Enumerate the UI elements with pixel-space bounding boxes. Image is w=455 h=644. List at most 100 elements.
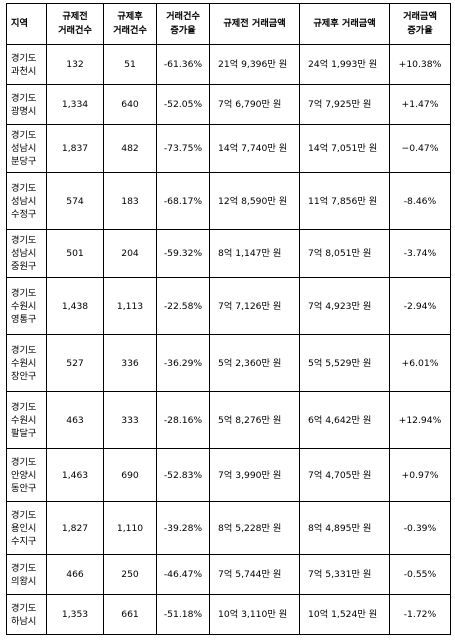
before-amount-cell: 7억 3,990만 원 bbox=[209, 448, 300, 502]
table-body: 경기도 과천시 132 51 -61.36% 21억 9,396만 원 24억 1,993만… bbox=[6, 44, 451, 635]
count-rate-cell: -36.29% bbox=[156, 334, 210, 392]
count-rate-cell: -39.28% bbox=[156, 501, 210, 555]
after-count-cell: 183 bbox=[103, 172, 157, 230]
after-count-cell: 482 bbox=[103, 124, 157, 173]
before-amount-cell: 8억 1,147만 원 bbox=[209, 229, 300, 278]
region-text-line: 팔달구 bbox=[11, 427, 37, 439]
header-text-line: 지역 bbox=[11, 18, 28, 29]
count-rate-cell: -28.16% bbox=[156, 391, 210, 449]
region-text-line: 하남시 bbox=[11, 615, 37, 627]
region-text-line: 경기도 bbox=[11, 52, 37, 64]
after-amount-cell: 7억 7,925만 원 bbox=[299, 84, 390, 125]
region-text-line: 경기도 bbox=[11, 344, 37, 356]
after-amount-cell: 14억 7,051만 원 bbox=[299, 124, 390, 173]
before-amount-cell: 10억 3,110만 원 bbox=[209, 594, 300, 635]
region-text-line: 분당구 bbox=[11, 156, 37, 167]
before-amount-cell: 5억 2,360만 원 bbox=[209, 334, 300, 392]
table-row: 경기도 성남시 분당구 1,837 482 -73.75% 14억 7,740만 원 14억 … bbox=[6, 124, 451, 173]
region-cell: 경기도 의왕시 bbox=[6, 554, 47, 595]
header-after-amount: 규제후 거래금액 bbox=[299, 3, 390, 45]
region-text-line: 성남시 bbox=[11, 248, 37, 259]
header-text-line: 거래건수 bbox=[166, 11, 200, 22]
before-amount-cell: 7억 7,126만 원 bbox=[209, 277, 300, 335]
before-amount-cell: 21억 9,396만 원 bbox=[209, 44, 300, 85]
after-amount-cell: 7억 4,705만 원 bbox=[299, 448, 390, 502]
header-row: 지역 규제전 거래건수 규제후 거래건수 거래건수 증가율 규제전 거래금액 규제후 거래금액 거… bbox=[6, 3, 451, 45]
region-text-line: 광명시 bbox=[11, 105, 37, 117]
after-count-cell: 51 bbox=[103, 44, 157, 85]
region-text-line: 안양시 bbox=[11, 469, 37, 481]
table-row: 경기도 하남시 1,353 661 -51.18% 10억 3,110만 원 10억 1,5… bbox=[6, 594, 451, 635]
table-row: 경기도 수원시 장안구 527 336 -36.29% 5억 2,360만 원 5억 5,52… bbox=[6, 334, 451, 392]
table-row: 경기도 안양시 동안구 1,463 690 -52.83% 7억 3,990만 원 7억 4,… bbox=[6, 448, 451, 502]
region-text-line: 장안구 bbox=[11, 370, 37, 382]
after-amount-cell: 6억 4,642만 원 bbox=[299, 391, 390, 449]
region-cell: 경기도 성남시 중원구 bbox=[6, 229, 47, 278]
before-count-cell: 527 bbox=[46, 334, 104, 392]
header-count-rate: 거래건수 증가율 bbox=[156, 3, 210, 45]
amount-rate-cell: -1.72% bbox=[389, 594, 451, 635]
before-amount-cell: 7억 5,744만 원 bbox=[209, 554, 300, 595]
region-text-line: 경기도 bbox=[11, 92, 37, 104]
amount-rate-cell: −0.47% bbox=[389, 124, 451, 173]
count-rate-cell: -51.18% bbox=[156, 594, 210, 635]
region-cell: 경기도 하남시 bbox=[6, 594, 47, 635]
after-amount-cell: 7억 4,923만 원 bbox=[299, 277, 390, 335]
after-count-cell: 1,113 bbox=[103, 277, 157, 335]
after-count-cell: 640 bbox=[103, 84, 157, 125]
amount-rate-cell: -8.46% bbox=[389, 172, 451, 230]
amount-rate-cell: +1.47% bbox=[389, 84, 451, 125]
region-text-line: 수정구 bbox=[11, 208, 37, 220]
count-rate-cell: -52.83% bbox=[156, 448, 210, 502]
header-text-line: 규제전 거래금액 bbox=[223, 18, 286, 29]
region-cell: 경기도 수원시 팔달구 bbox=[6, 391, 47, 449]
amount-rate-cell: +10.38% bbox=[389, 44, 451, 85]
amount-rate-cell: +0.97% bbox=[389, 448, 451, 502]
region-text-line: 경기도 bbox=[11, 509, 37, 521]
after-amount-cell: 7억 5,331만 원 bbox=[299, 554, 390, 595]
region-text-line: 경기도 bbox=[11, 401, 37, 413]
before-amount-cell: 5억 8,276만 원 bbox=[209, 391, 300, 449]
amount-rate-cell: +6.01% bbox=[389, 334, 451, 392]
after-amount-cell: 7억 8,051만 원 bbox=[299, 229, 390, 278]
count-rate-cell: -73.75% bbox=[156, 124, 210, 173]
before-count-cell: 1,463 bbox=[46, 448, 104, 502]
amount-rate-cell: -2.94% bbox=[389, 277, 451, 335]
before-count-cell: 501 bbox=[46, 229, 104, 278]
header-text-line: 거래금액 bbox=[403, 11, 437, 22]
table-row: 경기도 성남시 중원구 501 204 -59.32% 8억 1,147만 원 7억 8,05… bbox=[6, 229, 451, 278]
table-row: 경기도 성남시 수정구 574 183 -68.17% 12억 8,590만 원 11억 7,… bbox=[6, 172, 451, 230]
header-text-line: 거래건수 bbox=[113, 25, 147, 36]
region-text-line: 경기도 bbox=[11, 182, 37, 194]
before-count-cell: 574 bbox=[46, 172, 104, 230]
before-count-cell: 466 bbox=[46, 554, 104, 595]
region-text-line: 경기도 bbox=[11, 130, 37, 141]
header-text-line: 규제전 bbox=[62, 11, 88, 22]
region-text-line: 경기도 bbox=[11, 287, 37, 299]
after-amount-cell: 10억 1,524만 원 bbox=[299, 594, 390, 635]
region-cell: 경기도 수원시 장안구 bbox=[6, 334, 47, 392]
amount-rate-cell: -0.39% bbox=[389, 501, 451, 555]
table-row: 경기도 과천시 132 51 -61.36% 21억 9,396만 원 24억 1,993만… bbox=[6, 44, 451, 85]
count-rate-cell: -46.47% bbox=[156, 554, 210, 595]
region-cell: 경기도 용인시 수지구 bbox=[6, 501, 47, 555]
region-text-line: 수원시 bbox=[11, 300, 37, 312]
region-cell: 경기도 성남시 분당구 bbox=[6, 124, 47, 173]
region-text-line: 경기도 bbox=[11, 602, 37, 614]
region-text-line: 수원시 bbox=[11, 414, 37, 426]
table-row: 경기도 수원시 영통구 1,438 1,113 -22.58% 7억 7,126만 원 7억 … bbox=[6, 277, 451, 335]
before-amount-cell: 14억 7,740만 원 bbox=[209, 124, 300, 173]
after-amount-cell: 5억 5,529만 원 bbox=[299, 334, 390, 392]
header-region: 지역 bbox=[6, 3, 47, 45]
region-text-line: 과천시 bbox=[11, 65, 37, 77]
header-text-line: 증가율 bbox=[407, 25, 433, 36]
amount-rate-cell: -0.55% bbox=[389, 554, 451, 595]
region-cell: 경기도 성남시 수정구 bbox=[6, 172, 47, 230]
count-rate-cell: -61.36% bbox=[156, 44, 210, 85]
after-count-cell: 204 bbox=[103, 229, 157, 278]
header-text-line: 거래건수 bbox=[58, 25, 92, 36]
after-amount-cell: 24억 1,993만 원 bbox=[299, 44, 390, 85]
before-count-cell: 132 bbox=[46, 44, 104, 85]
